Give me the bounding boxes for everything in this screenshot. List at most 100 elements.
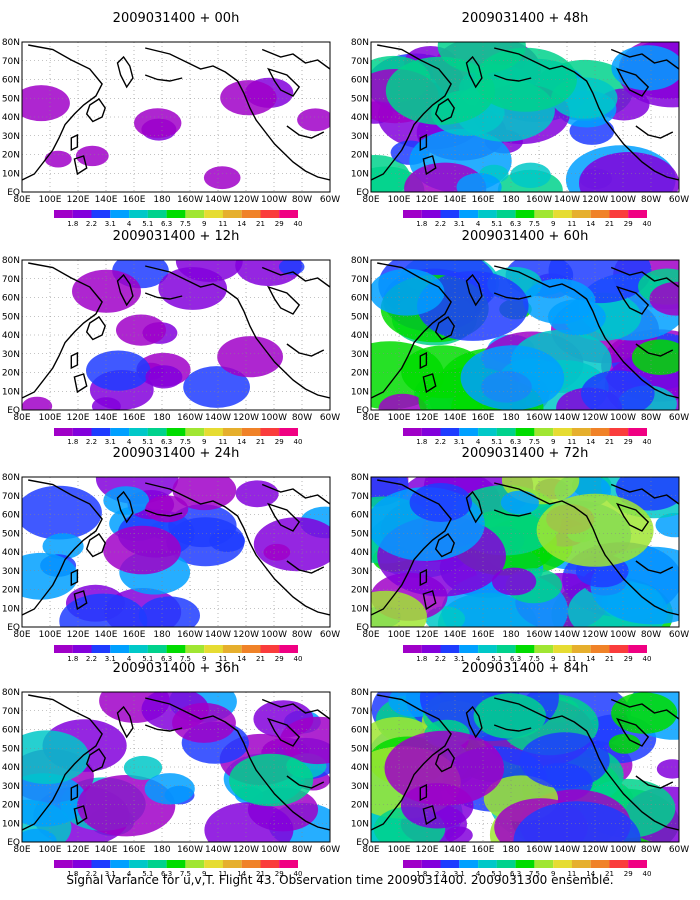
coastline — [266, 67, 301, 97]
lat-label: 10N — [351, 819, 369, 829]
coastline — [22, 44, 103, 181]
colorbar-swatch — [478, 210, 497, 218]
variance-contour — [44, 150, 72, 168]
colorbar-swatch — [129, 428, 148, 436]
variance-contour — [519, 732, 610, 789]
lon-label: 80E — [362, 845, 379, 855]
colorbar-swatch — [204, 645, 223, 653]
lat-label: 20N — [351, 369, 369, 379]
colorbar-label: 5.1 — [491, 438, 502, 446]
variance-contour — [655, 512, 679, 538]
variance-contour — [279, 716, 330, 765]
colorbar-swatch — [515, 210, 535, 218]
map-frame — [21, 41, 331, 193]
variance-contour — [500, 490, 539, 515]
colorbar-label: 1.8 — [67, 870, 78, 878]
colorbar-label: 5.1 — [142, 870, 153, 878]
colorbar-swatch — [440, 645, 460, 653]
colorbar-label: 14 — [586, 870, 595, 878]
colorbar-label: 6.3 — [510, 438, 521, 446]
colorbar-swatch — [147, 428, 167, 436]
lon-label: 80W — [292, 845, 312, 855]
variance-contour — [409, 483, 472, 522]
variance-contour — [103, 486, 150, 515]
colorbar-swatch — [628, 860, 647, 868]
lat-label: EQ — [356, 838, 369, 848]
coastline — [610, 48, 679, 70]
coastlines — [371, 44, 679, 181]
variance-field — [22, 477, 330, 627]
colorbar-swatch — [129, 210, 148, 218]
colorbar-swatch — [279, 428, 298, 436]
coastline — [422, 590, 437, 611]
lon-label: 100W — [261, 845, 287, 855]
colorbar-label: 9 — [202, 220, 206, 228]
colorbar-swatch — [571, 645, 591, 653]
map-panel: 2009031400 + 36h 80N 70N 60N 50N 40N 30N 20N 10N… — [2, 661, 340, 878]
lat-label: EQ — [356, 406, 369, 416]
colorbar-swatch — [609, 210, 629, 218]
lon-label: 140E — [444, 195, 467, 205]
colorbar-swatch — [553, 210, 572, 218]
coastline — [261, 48, 330, 70]
lon-label: 80E — [13, 195, 30, 205]
coastline — [261, 698, 330, 720]
coastline — [145, 482, 330, 616]
lon-label: 160E — [472, 195, 495, 205]
colorbar-swatch — [609, 428, 629, 436]
colorbar-swatch — [496, 860, 516, 868]
coastline — [116, 705, 134, 739]
colorbar-swatch — [478, 860, 497, 868]
lon-label: 140E — [95, 845, 118, 855]
colorbar-label: 2.2 — [86, 438, 97, 446]
lon-label: 80W — [641, 845, 661, 855]
colorbar-swatch — [222, 860, 242, 868]
colorbar-swatch — [571, 860, 591, 868]
lat-label: 10N — [2, 604, 20, 614]
lon-label: 140E — [444, 630, 467, 640]
map-panel: 2009031400 + 72h 80N 70N 60N 50N 40N 30N 20N 10N… — [351, 446, 689, 663]
variance-contour — [22, 552, 79, 600]
variance-contour — [445, 826, 473, 842]
variance-contour — [103, 525, 181, 575]
lat-label: 40N — [2, 331, 20, 341]
colorbar-swatch — [440, 210, 460, 218]
lat-label: 60N — [351, 726, 369, 736]
colorbar-label: 11 — [567, 870, 576, 878]
colorbar-label: 29 — [624, 870, 633, 878]
lon-label: 180 — [153, 630, 170, 640]
lon-label: 60W — [669, 413, 689, 423]
coastline — [465, 273, 483, 307]
coastline — [85, 98, 106, 123]
lon-label: 120E — [67, 630, 90, 640]
lon-label: 100E — [388, 845, 411, 855]
colorbar-swatch — [241, 645, 261, 653]
colorbar-swatch — [185, 210, 205, 218]
colorbar-swatch — [478, 645, 497, 653]
lon-label: 100W — [261, 413, 287, 423]
coastline — [286, 560, 325, 574]
colorbar-swatch — [222, 645, 242, 653]
colorbar-swatch — [91, 210, 111, 218]
coastline — [70, 783, 79, 802]
variance-contour — [204, 802, 294, 842]
colorbar-swatch — [260, 645, 280, 653]
variance-field — [22, 77, 330, 190]
colorbar-swatch — [459, 428, 479, 436]
colorbar-label: 6.3 — [510, 220, 521, 228]
coastline — [144, 74, 183, 82]
variance-contour — [384, 730, 505, 806]
lon-label: 140W — [205, 845, 231, 855]
colorbar-swatch — [534, 645, 554, 653]
colorbar-swatch — [222, 210, 242, 218]
coastline — [494, 482, 679, 616]
lon-label: 140W — [554, 413, 580, 423]
colorbar-label: 2.2 — [435, 220, 446, 228]
lon-label: 80W — [292, 630, 312, 640]
colorbar-label: 29 — [275, 655, 284, 663]
colorbar-label: 29 — [624, 220, 633, 228]
graticule — [22, 477, 330, 627]
lat-label: 40N — [2, 763, 20, 773]
colorbar-swatch — [185, 860, 205, 868]
